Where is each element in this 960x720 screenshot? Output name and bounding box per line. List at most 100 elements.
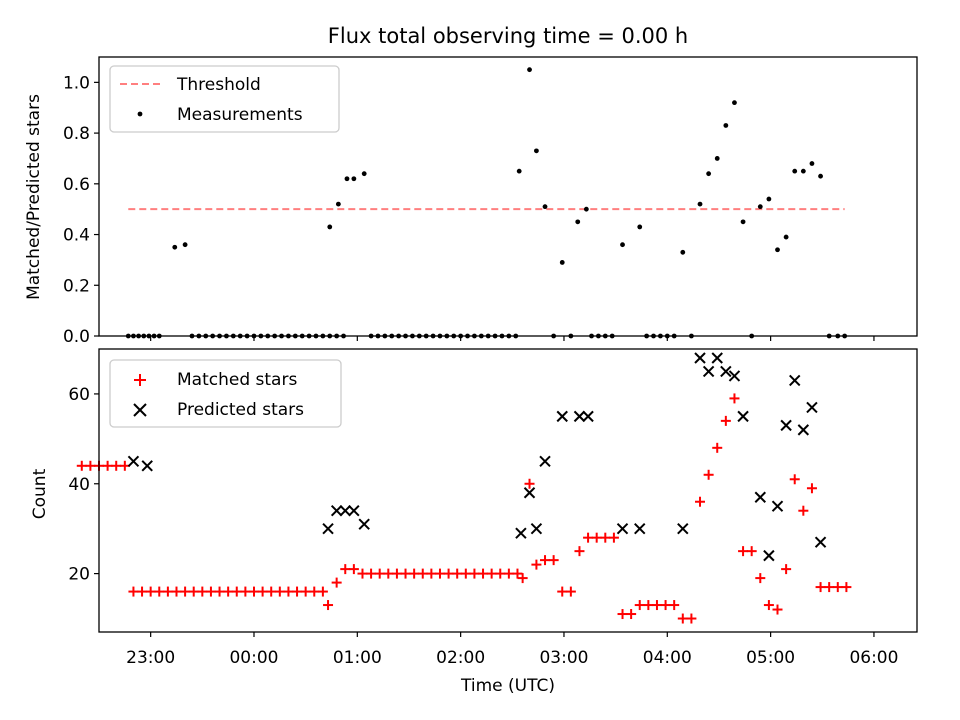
matched-star-point [391,568,402,579]
matched-star-point [660,600,671,611]
count-marks [76,352,852,624]
predicted-star-point [771,500,784,512]
matched-star-point [548,555,559,566]
measurements-legend-marker [137,111,143,117]
predicted-star-point [556,410,568,423]
count-xtick-label: 04:00 [643,648,692,668]
ratio-ytick-label: 0.8 [63,124,90,144]
matched-star-point [452,568,463,579]
matched-star-point [798,505,809,516]
measurement-point [172,244,178,250]
predicted-star-point [806,401,818,414]
matched-star-point [503,568,514,579]
matched-star-point [443,568,454,579]
matched-star-point [240,586,251,597]
count-ylabel: Count [30,468,50,519]
matched-star-point [223,586,234,597]
matched-star-point [248,586,259,597]
matched-star-point [171,586,182,597]
matched-star-point [309,586,320,597]
ratio-ytick-label: 0.2 [63,276,90,296]
matched-legend-marker [134,374,146,386]
measurement-point [783,234,789,240]
matched-star-point [205,586,216,597]
predicted-star-point [330,505,343,517]
count-plot-frame [98,348,918,633]
matched-star-point [460,568,471,579]
count-xtick-label: 00:00 [229,648,278,668]
measurement-point [706,171,712,177]
matched-star-point [517,573,528,584]
predicted-star-point [573,410,586,423]
matched-star-point [417,568,428,579]
predicted-star-point [711,352,723,364]
matched-star-point [409,568,420,579]
matched-star-point [478,568,489,579]
matched-star-point [729,393,740,404]
count-xtick-label: 03:00 [539,648,588,668]
matched-star-point [257,586,268,597]
predicted-star-point [694,352,706,364]
matched-star-point [426,568,437,579]
matched-star-point [634,600,645,611]
matched-star-point [608,532,619,543]
predicted-star-point [348,505,360,517]
ratio-legend-box [109,65,340,133]
matched-star-point [686,613,697,624]
predicted-star-point [358,518,370,530]
ratio-ytick-label: 0.6 [63,175,90,195]
ratio-plot-frame [98,56,918,337]
threshold-legend-label: Threshold [176,75,261,95]
matched-star-point [583,532,594,543]
matched-star-point [712,442,723,453]
measurement-point [534,148,539,154]
measurement-point [766,196,772,202]
count-ytick-label: 60 [68,385,90,405]
matched-star-point [600,532,611,543]
matched-star-point [651,600,662,611]
measurement-point [714,156,720,161]
matched-star-point [565,586,576,597]
matched-star-point [789,474,800,485]
matched-star-point [366,568,377,579]
predicted-star-point [339,505,351,517]
count-axes: 20 40 60 23:00 00:00 01:00 02:00 03:00 04:00 05:0… [68,385,898,668]
predicted-star-point [530,522,543,535]
matched-star-point [703,469,714,480]
matched-star-point [574,546,585,557]
measurement-point [740,219,746,225]
matched-star-point [214,586,225,597]
matched-star-point [111,460,122,471]
matched-star-point [128,586,139,597]
matched-star-point [197,586,208,597]
measurement-point [723,123,729,128]
predicted-star-point [677,522,689,535]
count-xtick-label: 06:00 [849,648,898,668]
predicted-star-point [789,374,801,387]
matched-star-point [300,586,311,597]
matched-star-point [188,586,199,597]
matched-star-point [469,568,480,579]
matched-star-point [781,564,792,575]
matched-star-point [383,568,394,579]
ratio-ytick-label: 0.0 [63,327,90,347]
matched-star-point [720,415,731,426]
matched-star-point [591,532,602,543]
matched-star-point [824,582,835,593]
measurement-point [542,204,548,210]
matched-star-point [540,555,551,566]
measurement-point [516,168,522,174]
ratio-ytick-label: 1.0 [63,73,90,93]
ratio-marks [125,67,848,339]
measurement-point [732,100,737,106]
ratio-ylabel: Matched/Predicted stars [24,94,44,300]
count-xtick-label: 23:00 [126,648,175,668]
measurements-legend-label: Measurements [177,105,303,125]
count-ytick-label: 40 [68,475,90,495]
matched-star-point [357,568,368,579]
measurement-point [620,242,625,248]
predicted-star-point [720,365,732,378]
measurement-point [527,67,532,73]
matched-star-point [85,460,96,471]
